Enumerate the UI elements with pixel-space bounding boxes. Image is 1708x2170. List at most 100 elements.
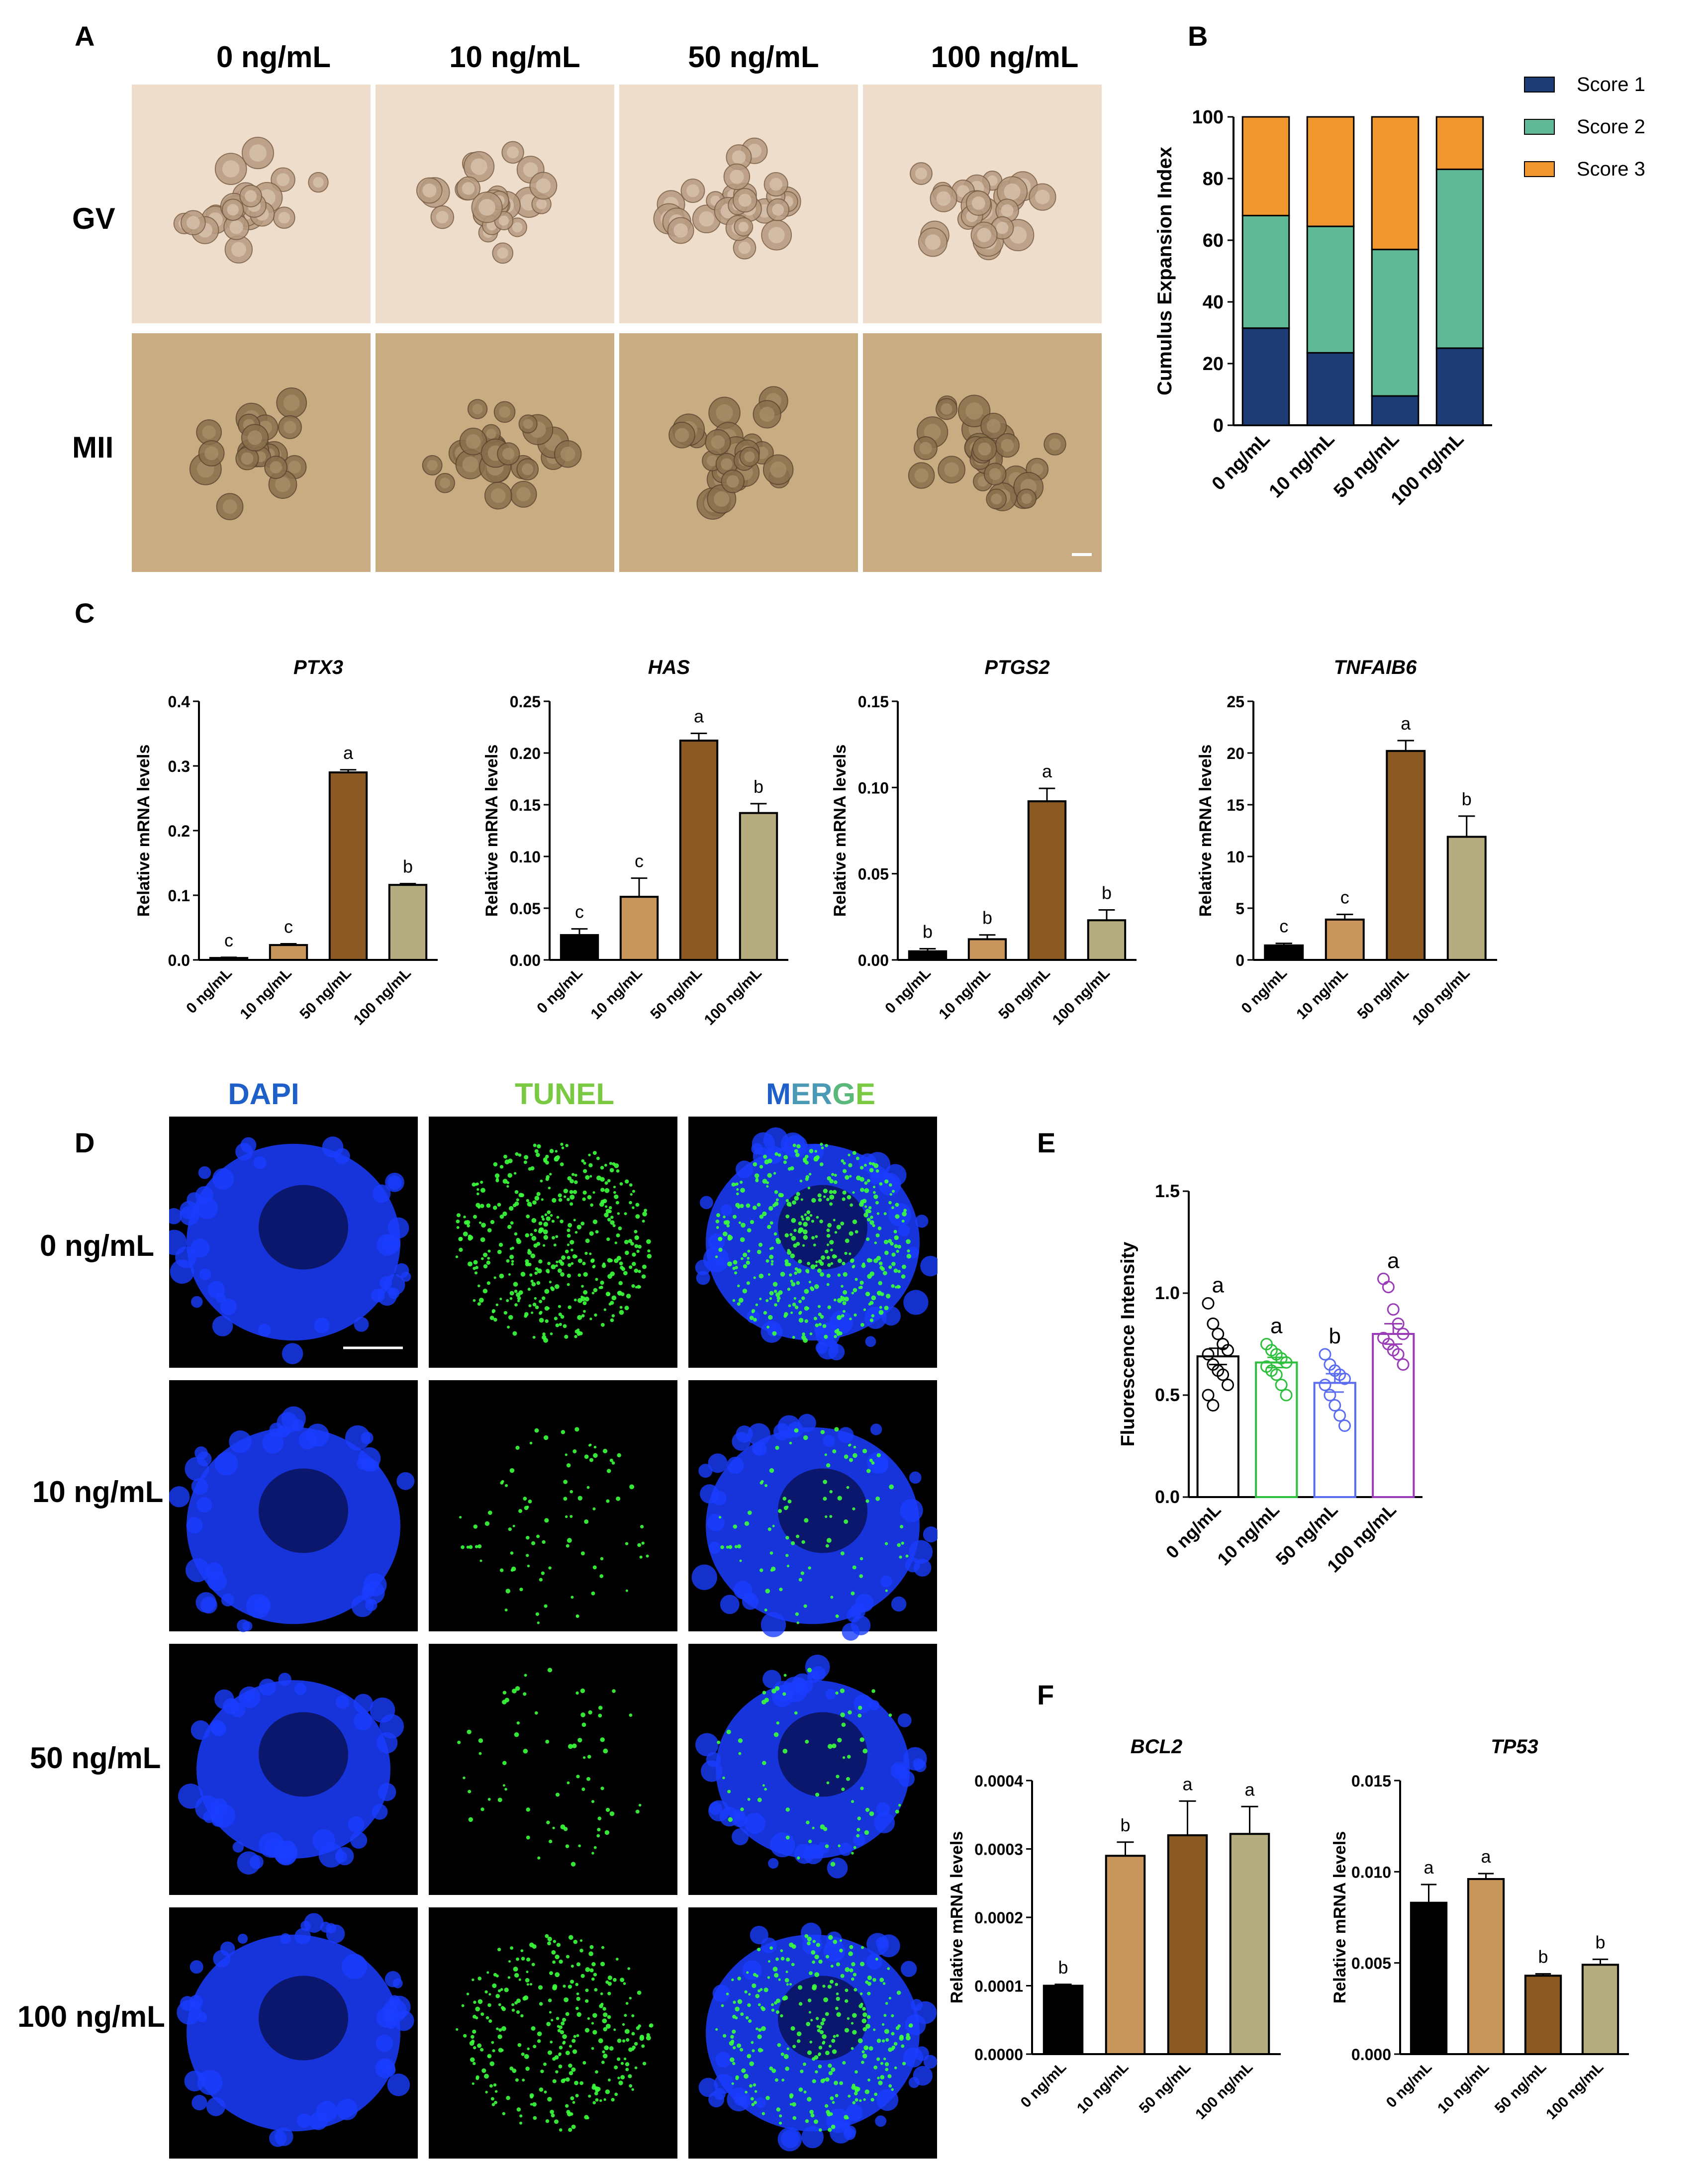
tunel-dot [486, 1971, 489, 1974]
tunel-dot [733, 1524, 738, 1529]
tunel-dot [569, 1514, 573, 1518]
tunel-dot [734, 1545, 738, 1548]
data-point [1392, 1318, 1405, 1330]
tunel-dot [475, 1182, 479, 1186]
tunel-dot [543, 1235, 549, 1240]
tunel-dot [470, 2057, 475, 2063]
tunel-dot [829, 1194, 835, 1200]
tunel-dot [568, 1984, 572, 1989]
tunel-dot [545, 1739, 550, 1744]
cumulus-cell [897, 1713, 912, 1727]
tunel-dot [602, 1262, 606, 1266]
tunel-dot [891, 2088, 894, 2091]
tunel-dot [552, 1826, 555, 1829]
tunel-dot [845, 1999, 849, 2003]
tunel-dot [622, 2023, 625, 2026]
tunel-dot [506, 1181, 510, 1184]
tunel-dot [527, 1202, 532, 1207]
tunel-dot [798, 1259, 802, 1264]
tunel-dot [779, 1588, 783, 1592]
tunel-dot [574, 2080, 579, 2085]
tunel-dot [490, 1220, 495, 1225]
tunel-dot [619, 1182, 623, 1186]
tunel-dot [817, 1193, 822, 1198]
tunel-dot [510, 1221, 514, 1225]
tunel-dot [794, 1428, 799, 1433]
oocyte-core [536, 178, 551, 193]
tunel-dot [466, 1992, 470, 1995]
micrograph-0-2 [619, 85, 858, 323]
cumulus-cell [169, 1229, 187, 1255]
tunel-dot [589, 1175, 592, 1178]
tunel-dot [836, 1328, 840, 1331]
cumulus-cell [380, 1714, 404, 1739]
tunel-dot [885, 2038, 889, 2042]
tunel-dot [891, 2032, 895, 2036]
tunel-dot [756, 1177, 759, 1181]
tunel-dot [853, 1445, 856, 1449]
tunel-dot [537, 2031, 542, 2037]
cumulus-cell [823, 1434, 835, 1447]
tunel-dot [856, 1828, 860, 1832]
tunel-dot [849, 1231, 854, 1236]
bar-2 [328, 771, 368, 961]
tunel-dot [585, 1967, 590, 1972]
tunel-dot [502, 1761, 507, 1765]
tunel-dot [559, 2128, 563, 2132]
oocyte-core [1031, 463, 1044, 475]
tunel-dot [815, 2017, 819, 2020]
bar-3 [1372, 1333, 1415, 1498]
tunel-dot [608, 1303, 612, 1306]
tunel-dot [518, 1153, 522, 1157]
tunel-dot [877, 1291, 882, 1296]
tunel-dot [515, 1445, 520, 1450]
oocyte-core [497, 247, 508, 259]
tunel-dot [551, 2019, 554, 2022]
fluorescence-image-3-1 [429, 1907, 677, 2159]
tunel-dot [807, 1941, 811, 1946]
oocyte-core [987, 175, 998, 186]
tunel-dot [564, 1997, 569, 2002]
cumulus-cell [214, 1689, 234, 1709]
cumulus-cell [870, 1423, 882, 1435]
tunel-dot [567, 1283, 570, 1286]
tunel-dot [846, 1486, 850, 1489]
tunel-dot [455, 1255, 459, 1258]
tunel-dot [585, 1999, 589, 2003]
oocyte-core [478, 199, 495, 216]
tunel-dot [567, 1198, 570, 1201]
tunel-dot [887, 1967, 890, 1970]
tunel-dot [577, 1273, 581, 1277]
tunel-dot [814, 1150, 817, 1153]
y-tick-label: 0.0004 [974, 1772, 1023, 1790]
tunel-dot [849, 1968, 854, 1973]
tunel-dot [825, 2104, 829, 2108]
cumulus-cell [186, 1517, 203, 1534]
tunel-dot [573, 1940, 578, 1944]
tunel-dot [771, 2069, 776, 2073]
tunel-dot [774, 2001, 777, 2005]
tunel-dot [473, 1215, 477, 1219]
tunel-dot [561, 1255, 566, 1260]
tunel-dot [467, 1729, 472, 1734]
tunel-dot [638, 1244, 642, 1249]
tunel-dot [848, 1444, 851, 1447]
tunel-dot [457, 1740, 461, 1744]
tunel-dot [609, 1258, 613, 1263]
bar-2 [1313, 1382, 1356, 1498]
tunel-dot [753, 1162, 758, 1167]
tunel-dot [857, 1713, 862, 1718]
chart-f-bcl2: BCL20.00000.00010.00020.00030.0004Relati… [948, 1736, 1281, 2123]
tunel-dot [611, 1314, 615, 1318]
tunel-dot [514, 1190, 519, 1194]
tunel-dot [526, 1983, 529, 1986]
tunel-dot [907, 1249, 910, 1253]
tunel-dot [635, 1203, 640, 1207]
tunel-dot [649, 2023, 654, 2028]
tunel-dot [786, 1506, 789, 1509]
tunel-dot [774, 1686, 780, 1691]
tunel-dot [718, 1247, 723, 1252]
tunel-dot [609, 1811, 615, 1816]
